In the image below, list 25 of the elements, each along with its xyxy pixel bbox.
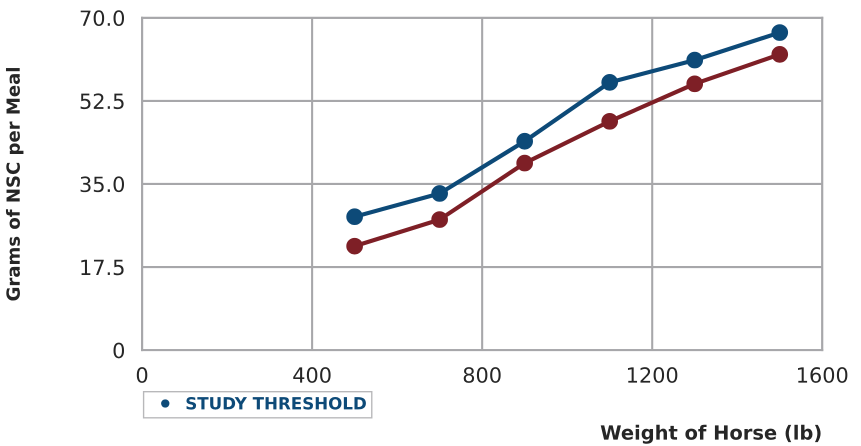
y-tick-label: 52.5 xyxy=(80,93,124,110)
point xyxy=(431,211,448,228)
point xyxy=(686,75,704,92)
y-tick-label: 17.5 xyxy=(81,260,124,276)
y-tick-label: 35.0 xyxy=(80,176,124,192)
point xyxy=(601,112,618,130)
y-axis-title: Grams of NSC per Meal xyxy=(6,68,24,301)
x-tick-label: 400 xyxy=(293,367,331,383)
x-axis-title: Weight of Horse (lb) xyxy=(600,424,821,444)
x-tick-label: 0 xyxy=(136,367,148,383)
point xyxy=(771,24,788,41)
point xyxy=(346,208,363,226)
x-tick-label: 800 xyxy=(464,367,501,383)
point xyxy=(346,238,363,254)
legend-label: STUDY THRESHOLD xyxy=(186,396,366,410)
point xyxy=(686,52,704,68)
point xyxy=(771,46,788,63)
point xyxy=(431,185,448,202)
point xyxy=(516,154,534,172)
y-tick-label: 0 xyxy=(114,342,124,358)
point xyxy=(516,132,534,150)
point xyxy=(601,74,618,91)
x-tick-label: 1600 xyxy=(798,367,848,383)
y-tick-label: 70.0 xyxy=(80,10,124,26)
x-tick-label: 1200 xyxy=(628,367,678,383)
